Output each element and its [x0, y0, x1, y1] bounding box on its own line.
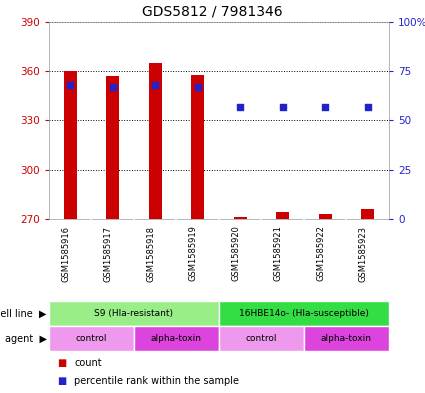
Text: percentile rank within the sample: percentile rank within the sample [74, 376, 239, 386]
Point [109, 84, 116, 90]
Bar [191, 75, 204, 219]
Text: 16HBE14o- (Hla-susceptible): 16HBE14o- (Hla-susceptible) [239, 309, 369, 318]
Bar [106, 76, 119, 219]
Text: agent  ▶: agent ▶ [5, 334, 47, 343]
Text: S9 (Hla-resistant): S9 (Hla-resistant) [94, 309, 173, 318]
Text: GSM1585917: GSM1585917 [104, 226, 113, 282]
Text: count: count [74, 358, 102, 368]
Text: ■: ■ [57, 358, 67, 368]
Point [237, 104, 244, 110]
Text: GSM1585916: GSM1585916 [61, 226, 70, 282]
Text: cell line  ▶: cell line ▶ [0, 309, 47, 319]
Text: GDS5812 / 7981346: GDS5812 / 7981346 [142, 4, 283, 18]
Point [322, 104, 329, 110]
Point [279, 104, 286, 110]
Bar [49, 326, 134, 351]
Bar [134, 326, 219, 351]
Bar [219, 301, 389, 326]
Text: GSM1585920: GSM1585920 [231, 226, 240, 281]
Text: GSM1585921: GSM1585921 [274, 226, 283, 281]
Text: alpha-toxin: alpha-toxin [151, 334, 202, 343]
Text: control: control [246, 334, 277, 343]
Bar [234, 217, 246, 219]
Bar [149, 63, 162, 219]
Point [364, 104, 371, 110]
Text: GSM1585919: GSM1585919 [189, 226, 198, 281]
Point [152, 82, 159, 88]
Text: control: control [76, 334, 107, 343]
Text: GSM1585918: GSM1585918 [146, 226, 155, 282]
Text: ■: ■ [57, 376, 67, 386]
Point [194, 84, 201, 90]
Text: GSM1585922: GSM1585922 [316, 226, 325, 281]
Bar [276, 213, 289, 219]
Bar [304, 326, 389, 351]
Text: alpha-toxin: alpha-toxin [321, 334, 372, 343]
Point [67, 82, 74, 88]
Bar [361, 209, 374, 219]
Bar [64, 71, 76, 219]
Bar [319, 214, 332, 219]
Bar [49, 301, 219, 326]
Text: GSM1585923: GSM1585923 [359, 226, 368, 282]
Bar [219, 326, 304, 351]
